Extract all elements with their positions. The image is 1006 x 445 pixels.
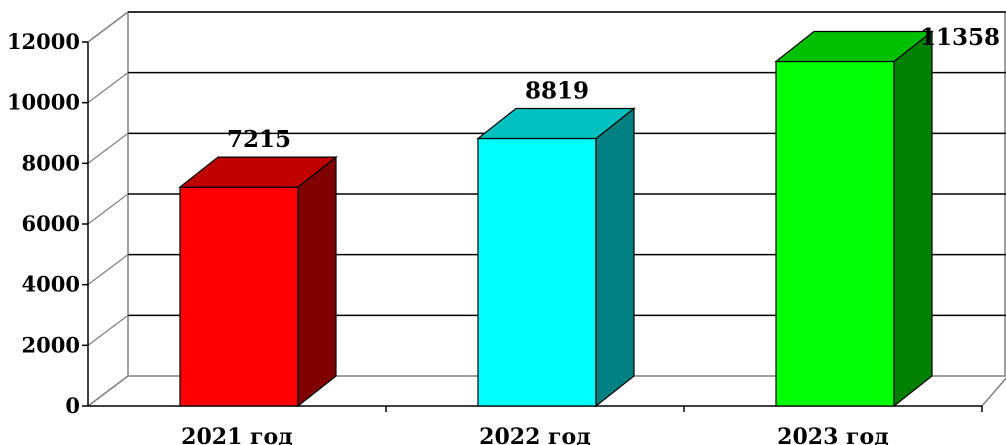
- x-category-label: 2023 год: [777, 424, 889, 445]
- x-category-label: 2021 год: [181, 424, 293, 445]
- gridline-diagonal: [87, 314, 129, 346]
- gridline-diagonal: [87, 132, 129, 164]
- gridline-diagonal: [87, 11, 129, 43]
- gridline-diagonal: [87, 254, 129, 286]
- data-label: 8819: [525, 77, 589, 104]
- bar-side: [297, 155, 337, 408]
- bar-front: [179, 186, 299, 407]
- bar-top: [774, 30, 934, 63]
- y-tick-label: 6000: [22, 211, 80, 236]
- y-tick-label: 2000: [22, 332, 80, 357]
- data-label: 7215: [227, 126, 291, 153]
- gridline-diagonal: [87, 193, 129, 225]
- floor-right-edge: [981, 377, 1006, 407]
- gridline-diagonal: [87, 375, 129, 407]
- bar-front: [775, 60, 895, 407]
- y-tick-label: 8000: [22, 150, 80, 175]
- data-label: 11358: [920, 24, 1000, 51]
- y-tick-label: 4000: [22, 272, 80, 297]
- y-tick-label: 12000: [7, 29, 80, 54]
- y-tick-label: 10000: [7, 90, 80, 115]
- bar-top: [476, 107, 636, 140]
- bar-side: [893, 30, 933, 408]
- bar-side: [595, 107, 635, 408]
- x-category-label: 2022 год: [479, 424, 591, 445]
- bar-top: [178, 156, 338, 188]
- bar-front: [477, 137, 597, 407]
- gridline-diagonal: [87, 72, 129, 104]
- y-tick-label: 0: [65, 393, 80, 418]
